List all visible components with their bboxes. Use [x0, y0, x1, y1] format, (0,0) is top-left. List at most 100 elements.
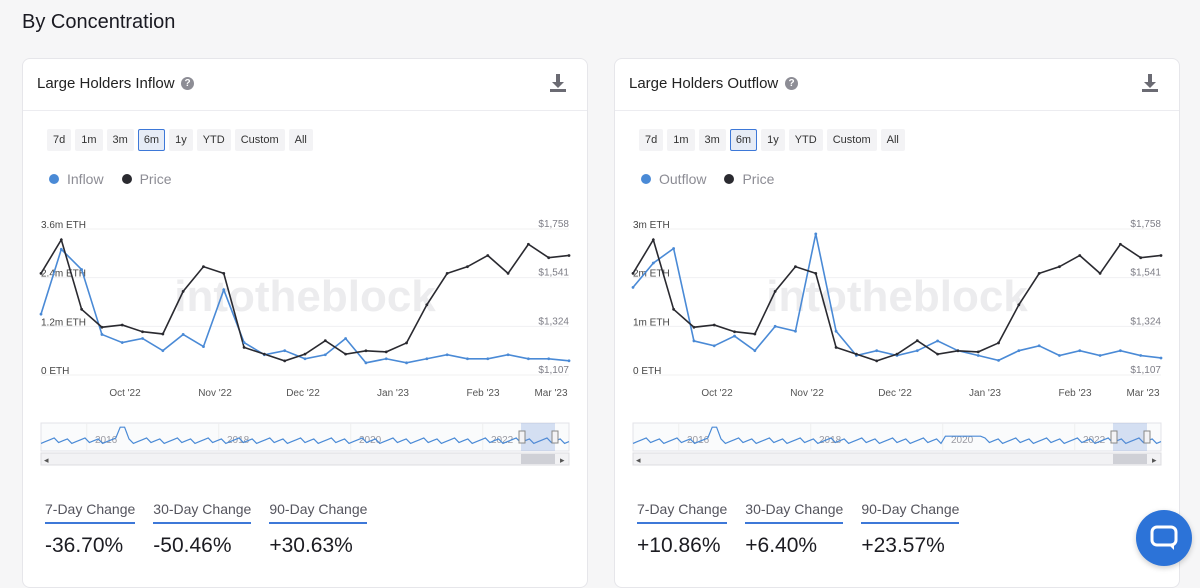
right-axis-tick: $1,324	[1130, 316, 1161, 327]
data-point-flow	[753, 349, 757, 353]
legend-dot-price	[724, 174, 735, 184]
data-point-flow	[773, 324, 777, 328]
range-button-7d[interactable]: 7d	[47, 129, 72, 151]
range-button-ytd[interactable]: YTD	[196, 129, 231, 151]
data-point-price	[59, 238, 63, 242]
left-axis-tick: 3m ETH	[633, 220, 670, 231]
chat-bubble-icon	[1150, 525, 1178, 550]
scrollbar-thumb	[521, 454, 555, 464]
change-7d: 7-Day Change -36.70%	[45, 501, 136, 558]
card-header: Large Holders Inflow ?	[23, 59, 587, 111]
range-button-custom[interactable]: Custom	[234, 129, 285, 151]
data-point-price	[1098, 272, 1102, 275]
data-point-flow	[405, 361, 408, 365]
range-button-3m[interactable]: 3m	[106, 129, 134, 151]
data-point-flow	[222, 288, 226, 292]
navigator-year-label: 2020	[951, 435, 974, 446]
legend-item-price[interactable]: Price	[121, 171, 172, 187]
page-title: By Concentration	[22, 11, 176, 33]
data-point-flow	[567, 359, 571, 363]
scroll-left-arrow-icon: ◂	[44, 455, 49, 465]
data-point-price	[323, 339, 327, 343]
data-point-price	[794, 265, 797, 269]
data-point-price	[384, 350, 388, 354]
card-title: Large Holders Inflow	[37, 75, 175, 92]
range-button-1m[interactable]: 1m	[75, 129, 103, 151]
range-button-all[interactable]: All	[288, 129, 313, 151]
data-point-flow	[547, 357, 551, 361]
change-label[interactable]: 90-Day Change	[861, 501, 960, 524]
legend-item-flow[interactable]: Outflow	[641, 171, 706, 187]
data-point-price	[997, 341, 1000, 345]
data-point-flow	[384, 357, 388, 361]
data-point-price	[222, 272, 226, 275]
range-button-all[interactable]: All	[880, 129, 905, 151]
x-axis-tick: Jan '23	[377, 388, 409, 399]
right-axis-tick: $1,324	[538, 316, 569, 327]
data-point-flow	[466, 357, 469, 361]
range-button-6m[interactable]: 6m	[729, 129, 758, 151]
data-point-price	[80, 307, 84, 311]
x-axis-tick: Mar '23	[534, 388, 567, 399]
data-point-price	[405, 341, 408, 345]
data-point-price	[956, 349, 960, 353]
data-point-flow	[39, 312, 43, 316]
range-button-1y[interactable]: 1y	[761, 129, 785, 151]
legend-dot-flow	[49, 174, 59, 184]
left-axis-tick: 2.4m ETH	[41, 269, 86, 280]
scrollbar-track	[40, 452, 570, 466]
help-icon[interactable]: ?	[785, 77, 798, 90]
data-point-flow	[323, 353, 327, 357]
x-axis-tick: Nov '22	[198, 388, 232, 399]
change-value: -50.46%	[153, 534, 232, 557]
data-point-price	[814, 272, 818, 275]
right-axis-tick: $1,758	[538, 219, 569, 230]
download-icon[interactable]	[549, 73, 567, 93]
scroll-left-arrow-icon: ◂	[636, 455, 641, 465]
data-point-flow	[1037, 344, 1041, 348]
navigator-year-label: 2018	[227, 435, 250, 446]
change-label[interactable]: 30-Day Change	[745, 501, 844, 524]
data-point-price	[651, 238, 655, 242]
data-point-price	[242, 346, 246, 349]
navigator-handle-right	[551, 430, 559, 444]
navigator-window	[1113, 423, 1147, 451]
change-30d: 30-Day Change -50.46%	[153, 501, 252, 558]
navigator-window	[521, 423, 555, 451]
change-label[interactable]: 90-Day Change	[269, 501, 368, 524]
navigator-year-label: 2022	[1083, 435, 1106, 446]
data-point-flow	[1098, 354, 1102, 357]
data-point-flow	[506, 353, 510, 357]
data-point-flow	[1017, 349, 1021, 353]
chat-button[interactable]	[1136, 510, 1192, 566]
range-button-3m[interactable]: 3m	[698, 129, 726, 151]
left-axis-tick: 1.2m ETH	[41, 317, 86, 328]
legend-item-price[interactable]: Price	[724, 171, 774, 187]
change-label[interactable]: 7-Day Change	[637, 501, 728, 524]
legend-dot-price	[121, 174, 132, 184]
download-icon[interactable]	[1141, 73, 1159, 93]
range-button-7d[interactable]: 7d	[639, 129, 664, 151]
range-button-1y[interactable]: 1y	[169, 129, 193, 151]
data-point-price	[1139, 256, 1143, 260]
data-point-flow	[976, 354, 980, 357]
navigator-year-label: 2016	[95, 435, 118, 446]
range-button-6m[interactable]: 6m	[137, 129, 166, 151]
data-point-price	[1017, 303, 1021, 307]
data-point-price	[712, 323, 716, 327]
change-label[interactable]: 30-Day Change	[153, 501, 252, 524]
legend-label-price: Price	[139, 171, 172, 187]
help-icon[interactable]: ?	[181, 77, 194, 90]
range-button-ytd[interactable]: YTD	[788, 129, 823, 151]
range-button-custom[interactable]: Custom	[826, 129, 877, 151]
watermark-text: intotheblock	[766, 272, 1028, 321]
data-point-price	[1037, 272, 1041, 275]
change-label[interactable]: 7-Day Change	[45, 501, 136, 524]
range-button-1m[interactable]: 1m	[667, 129, 695, 151]
data-point-flow	[283, 349, 287, 353]
data-point-price	[875, 359, 879, 363]
legend-item-flow[interactable]: Inflow	[49, 171, 104, 187]
right-axis-tick: $1,107	[1130, 365, 1161, 376]
data-point-price	[425, 303, 429, 307]
change-stats: 7-Day Change -36.70% 30-Day Change -50.4…	[45, 501, 368, 558]
